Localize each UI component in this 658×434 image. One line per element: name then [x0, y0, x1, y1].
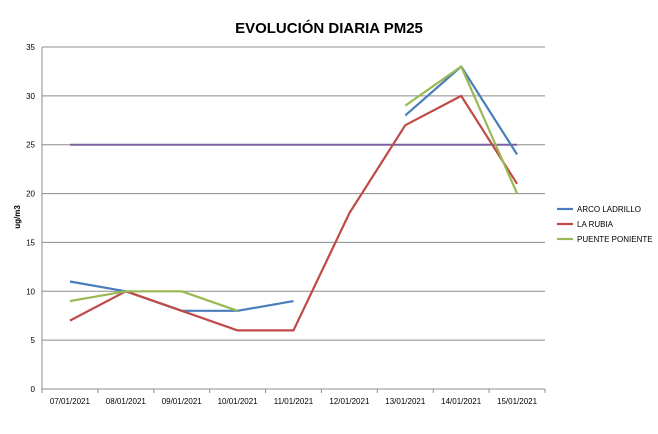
legend-label: LA RUBIA — [577, 220, 614, 229]
x-tick-label: 07/01/2021 — [50, 397, 91, 406]
y-tick-label: 0 — [31, 385, 36, 394]
chart-title: EVOLUCIÓN DIARIA PM25 — [235, 19, 423, 37]
legend-label: ARCO LADRILLO — [577, 205, 641, 214]
y-tick-label: 35 — [26, 43, 35, 52]
series-line-2 — [69, 94, 519, 332]
series-group — [69, 65, 519, 332]
x-tick-labels: 07/01/2021 08/01/2021 09/01/2021 10/01/2021… — [50, 397, 538, 406]
series-line-3 — [69, 65, 519, 312]
y-tick-label: 25 — [26, 141, 35, 150]
x-tick-label: 15/01/2021 — [497, 397, 538, 406]
y-tick-label: 30 — [26, 92, 35, 101]
y-tick-labels: 0 5 10 15 20 25 30 35 — [26, 43, 35, 394]
grid — [41, 46, 546, 393]
x-tick-label: 09/01/2021 — [162, 397, 203, 406]
series-line-1 — [69, 65, 519, 312]
x-tick-label: 11/01/2021 — [274, 397, 314, 406]
y-tick-label: 15 — [26, 238, 35, 247]
x-tick-label: 10/01/2021 — [218, 397, 259, 406]
x-tick-label: 12/01/2021 — [329, 397, 370, 406]
legend-label: PUENTE PONIENTE — [577, 235, 653, 244]
y-axis-label: ug/m3 — [13, 205, 22, 229]
y-tick-label: 20 — [26, 190, 35, 199]
y-tick-label: 10 — [26, 287, 35, 296]
x-tick-label: 13/01/2021 — [385, 397, 426, 406]
y-tick-label: 5 — [31, 336, 36, 345]
x-tick-label: 14/01/2021 — [441, 397, 482, 406]
legend: ARCO LADRILLO LA RUBIA PUENTE PONIENTE — [557, 205, 653, 244]
x-tick-label: 08/01/2021 — [106, 397, 147, 406]
